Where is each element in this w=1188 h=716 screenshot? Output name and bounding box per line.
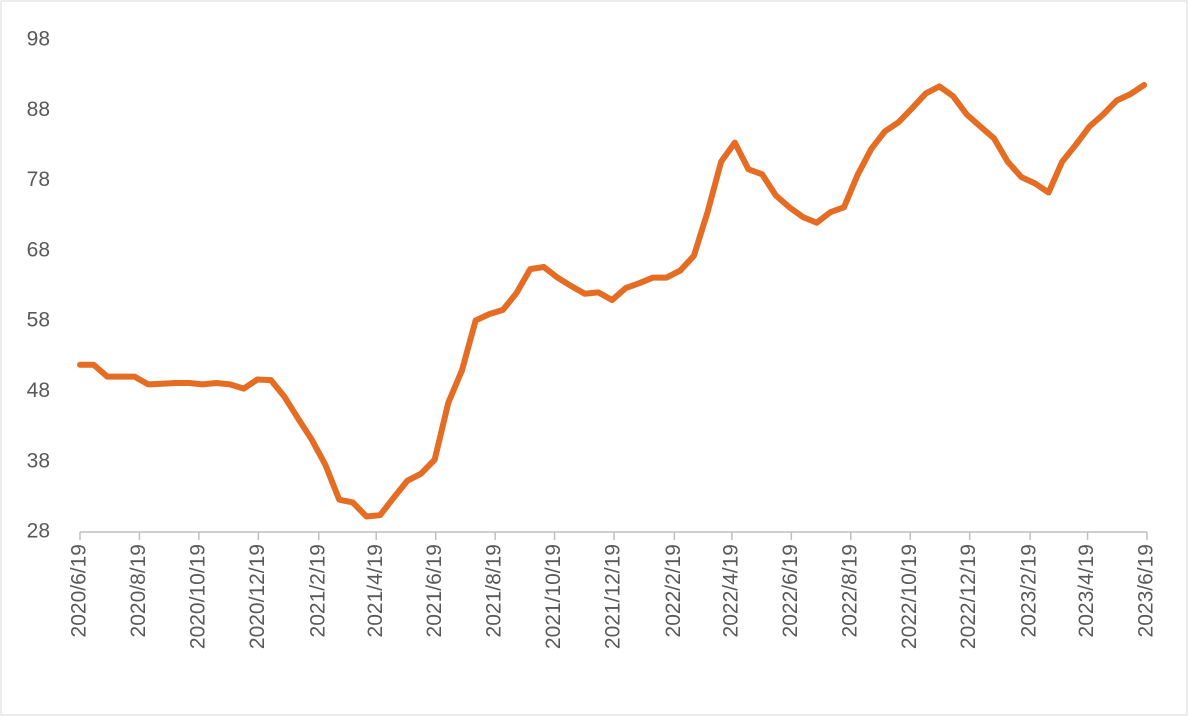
x-tick-label: 2021/4/19: [364, 544, 387, 637]
x-tick-label: 2022/8/19: [838, 544, 861, 637]
y-tick-label: 28: [27, 520, 50, 543]
y-tick-label: 68: [27, 238, 50, 261]
x-tick-label: 2022/10/19: [898, 544, 921, 649]
y-tick-label: 38: [27, 449, 50, 472]
x-tick-label: 2023/6/19: [1135, 544, 1158, 637]
y-tick-label: 48: [27, 379, 50, 402]
y-tick-label: 78: [27, 168, 50, 191]
x-tick-label: 2022/4/19: [719, 544, 742, 637]
data-line: [77, 81, 1148, 520]
x-tick-label: 2021/2/19: [306, 544, 329, 637]
x-tick-label: 2021/8/19: [483, 544, 506, 637]
x-tick-label: 2020/10/19: [186, 544, 209, 649]
x-tick-label: 2022/6/19: [779, 544, 802, 637]
y-tick-label: 98: [27, 28, 50, 51]
y-tick-label: 58: [27, 309, 50, 332]
x-tick-label: 2020/6/19: [68, 544, 91, 637]
y-tick-label: 88: [27, 98, 50, 121]
x-tick-label: 2021/12/19: [602, 544, 625, 649]
x-tick-label: 2022/2/19: [662, 544, 685, 637]
x-tick-label: 2020/12/19: [246, 544, 269, 649]
x-tick-label: 2023/2/19: [1018, 544, 1041, 637]
x-tick-label: 2021/10/19: [542, 544, 565, 649]
x-tick-label: 2020/8/19: [127, 544, 150, 637]
x-tick-label: 2022/12/19: [957, 544, 980, 649]
x-tick-label: 2021/6/19: [423, 544, 446, 637]
x-tick-label: 2023/4/19: [1075, 544, 1098, 637]
